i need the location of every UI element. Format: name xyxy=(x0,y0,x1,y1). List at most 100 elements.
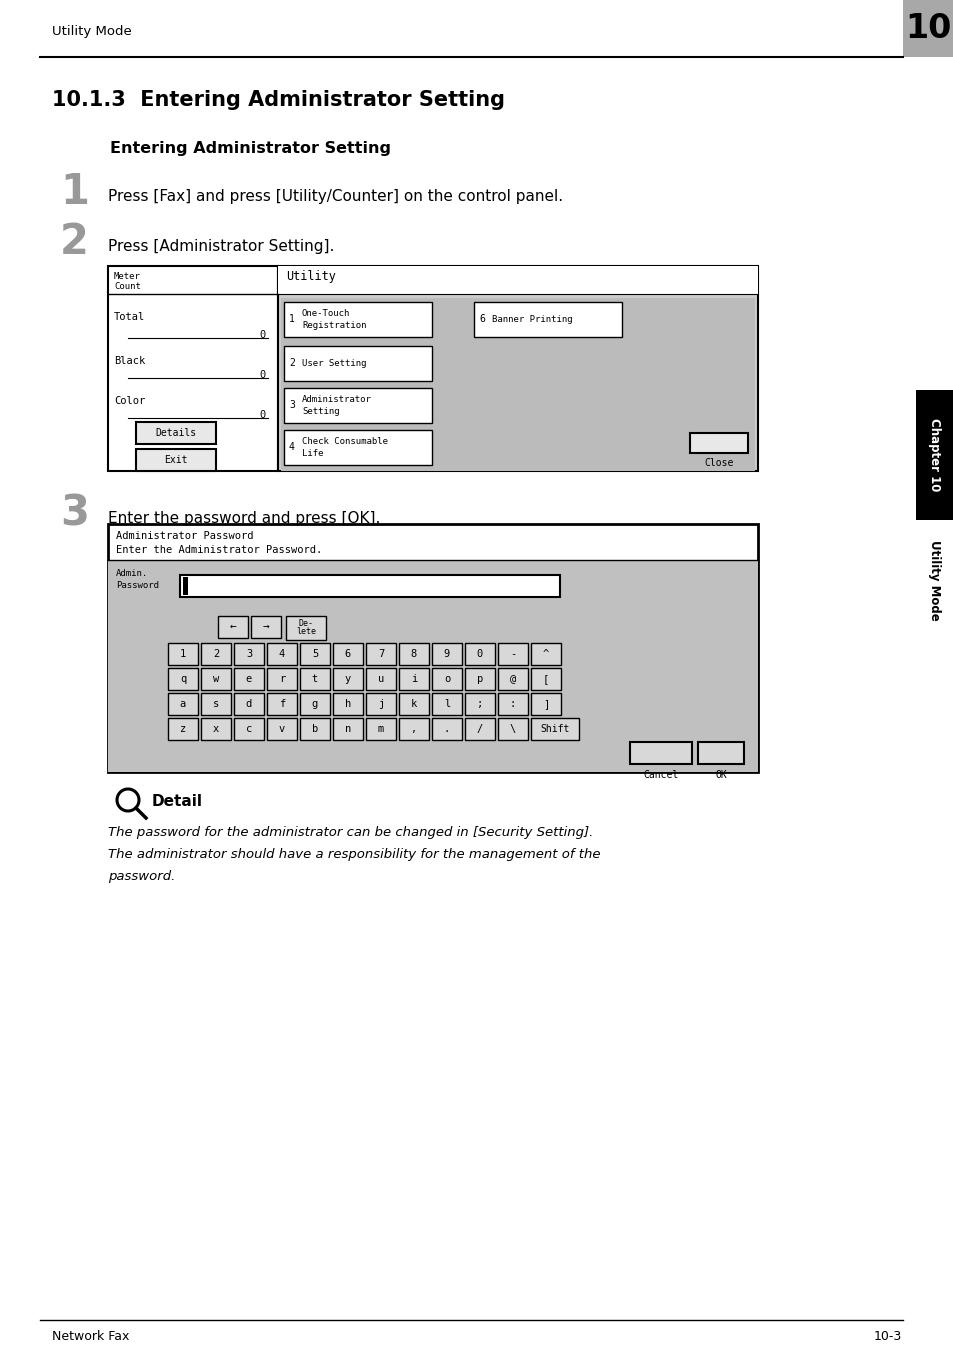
Bar xyxy=(284,301,432,337)
Text: ,: , xyxy=(411,725,416,734)
Text: 7: 7 xyxy=(377,649,384,658)
Bar xyxy=(464,718,495,740)
Bar xyxy=(201,644,231,665)
Text: 9: 9 xyxy=(443,649,450,658)
Text: ]: ] xyxy=(542,699,549,708)
Text: De-: De- xyxy=(298,619,314,629)
Bar xyxy=(168,644,198,665)
Bar xyxy=(168,694,198,715)
Bar xyxy=(233,644,264,665)
Text: Banner Printing: Banner Printing xyxy=(492,315,572,323)
Bar xyxy=(108,560,758,772)
Bar xyxy=(531,718,578,740)
Bar xyxy=(284,388,432,423)
Text: k: k xyxy=(411,699,416,708)
Text: password.: password. xyxy=(108,869,175,883)
Bar xyxy=(497,718,527,740)
Bar xyxy=(108,525,758,772)
Bar xyxy=(531,644,560,665)
Text: o: o xyxy=(443,675,450,684)
Text: e: e xyxy=(246,675,252,684)
Text: Utility: Utility xyxy=(286,270,335,283)
Text: Utility Mode: Utility Mode xyxy=(927,539,941,621)
Text: Admin.: Admin. xyxy=(116,569,148,579)
Text: 2: 2 xyxy=(289,358,294,368)
Text: d: d xyxy=(246,699,252,708)
Text: Entering Administrator Setting: Entering Administrator Setting xyxy=(110,141,391,155)
Bar xyxy=(333,718,363,740)
Text: s: s xyxy=(213,699,219,708)
Text: u: u xyxy=(377,675,384,684)
Bar xyxy=(168,668,198,690)
Text: Black: Black xyxy=(113,356,145,366)
Text: ←: ← xyxy=(230,622,236,631)
Bar xyxy=(432,694,461,715)
Text: a: a xyxy=(180,699,186,708)
Text: [: [ xyxy=(542,675,549,684)
Text: -: - xyxy=(509,649,516,658)
Text: Setting: Setting xyxy=(302,407,339,415)
Text: 3: 3 xyxy=(246,649,252,658)
Text: Registration: Registration xyxy=(302,320,366,330)
Text: →: → xyxy=(262,622,269,631)
Text: 10: 10 xyxy=(903,12,950,45)
Bar xyxy=(531,668,560,690)
Text: 3: 3 xyxy=(60,493,89,535)
Text: Administrator: Administrator xyxy=(302,395,372,403)
Text: Shift: Shift xyxy=(539,725,569,734)
Bar xyxy=(267,644,296,665)
Bar xyxy=(689,433,747,453)
Bar xyxy=(915,389,953,521)
Text: One-Touch: One-Touch xyxy=(302,308,350,318)
Text: Meter: Meter xyxy=(113,272,141,281)
Text: Detail: Detail xyxy=(152,795,203,810)
Bar xyxy=(136,449,215,470)
Text: Color: Color xyxy=(113,396,145,406)
Text: Enter the Administrator Password.: Enter the Administrator Password. xyxy=(116,545,322,556)
Bar xyxy=(474,301,621,337)
Text: q: q xyxy=(180,675,186,684)
Bar xyxy=(398,644,429,665)
Text: 0: 0 xyxy=(259,410,266,420)
Text: \: \ xyxy=(509,725,516,734)
Bar xyxy=(698,742,743,764)
Text: Press [Fax] and press [Utility/Counter] on the control panel.: Press [Fax] and press [Utility/Counter] … xyxy=(108,189,562,204)
Bar xyxy=(267,694,296,715)
Text: 4: 4 xyxy=(289,442,294,452)
Bar xyxy=(629,742,691,764)
Text: 5: 5 xyxy=(312,649,317,658)
Text: ;: ; xyxy=(476,699,482,708)
Bar xyxy=(464,694,495,715)
Bar xyxy=(281,297,754,470)
Text: m: m xyxy=(377,725,384,734)
Text: 6: 6 xyxy=(345,649,351,658)
Text: h: h xyxy=(345,699,351,708)
Bar xyxy=(497,644,527,665)
Bar xyxy=(267,668,296,690)
Bar xyxy=(432,718,461,740)
Bar xyxy=(218,617,248,638)
Bar xyxy=(366,694,395,715)
Text: @: @ xyxy=(509,675,516,684)
Text: x: x xyxy=(213,725,219,734)
Text: Check Consumable: Check Consumable xyxy=(302,437,388,446)
Text: 1: 1 xyxy=(180,649,186,658)
Text: t: t xyxy=(312,675,317,684)
Bar xyxy=(398,668,429,690)
Bar xyxy=(233,668,264,690)
Text: f: f xyxy=(278,699,285,708)
Bar xyxy=(183,577,188,595)
Text: Count: Count xyxy=(113,283,141,291)
Text: 2: 2 xyxy=(60,220,89,264)
Bar xyxy=(497,694,527,715)
Bar xyxy=(299,694,330,715)
Text: w: w xyxy=(213,675,219,684)
Bar xyxy=(284,430,432,465)
Bar xyxy=(299,668,330,690)
Bar xyxy=(233,694,264,715)
Text: p: p xyxy=(476,675,482,684)
Bar xyxy=(902,0,953,57)
Text: v: v xyxy=(278,725,285,734)
Bar xyxy=(333,668,363,690)
Text: Password: Password xyxy=(116,581,159,591)
